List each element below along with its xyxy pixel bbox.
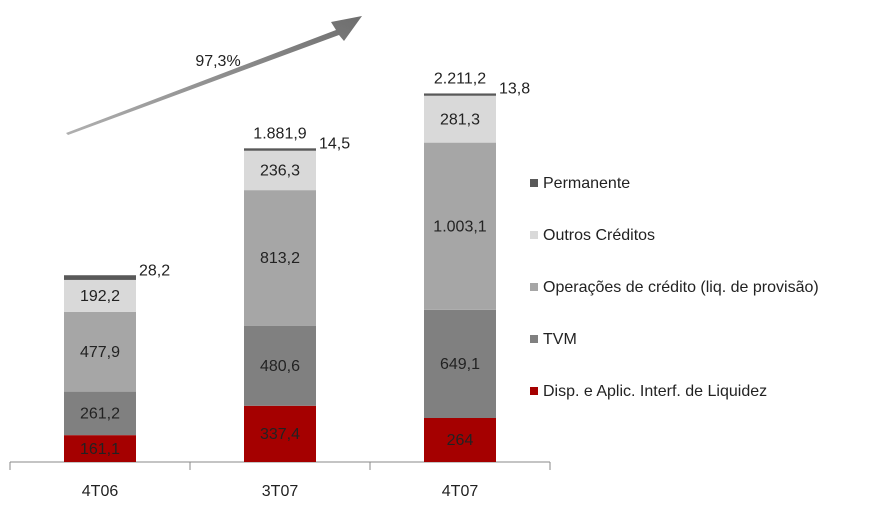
x-tick-label: 3T07 [262, 483, 299, 500]
value-label: 281,3 [440, 111, 480, 128]
value-label: 264 [447, 432, 474, 449]
value-label: 480,6 [260, 358, 300, 375]
legend-label: TVM [543, 331, 577, 348]
total-label: 2.211,2 [434, 71, 486, 88]
bar-segment [244, 150, 316, 191]
value-label: 14,5 [319, 136, 350, 153]
legend-label: Disp. e Aplic. Interf. de Liquidez [543, 383, 767, 400]
value-label: 1.003,1 [433, 218, 486, 235]
x-tick-label: 4T06 [82, 483, 119, 500]
bar-segment [424, 418, 496, 462]
bar-segment [244, 405, 316, 462]
legend-label: Permanente [543, 175, 630, 192]
value-label: 261,2 [80, 406, 120, 423]
x-tick-label: 4T07 [442, 483, 479, 500]
legend-swatch [530, 335, 538, 343]
bar-segment [424, 95, 496, 143]
legend-swatch [530, 179, 538, 187]
bar-segment [64, 311, 136, 392]
legend-swatch [530, 283, 538, 291]
bar-segment [244, 148, 316, 151]
value-label: 813,2 [260, 250, 300, 267]
growth-label: 97,3% [195, 53, 240, 70]
value-label: 161,1 [80, 441, 120, 458]
bar-segment [64, 391, 136, 436]
bar-segment [244, 190, 316, 326]
growth-arrow [66, 16, 362, 135]
bar-segment [64, 435, 136, 462]
bar-segment [424, 309, 496, 418]
value-label: 13,8 [499, 81, 530, 98]
bar-segment [424, 93, 496, 96]
legend-swatch [530, 387, 538, 395]
value-label: 28,2 [139, 262, 170, 279]
value-label: 649,1 [440, 356, 480, 373]
legend-label: Outros Créditos [543, 227, 655, 244]
legend-swatch [530, 231, 538, 239]
bar-segment [244, 325, 316, 406]
value-label: 192,2 [80, 288, 120, 305]
legend-label: Operações de crédito (liq. de provisão) [543, 279, 819, 296]
value-label: 477,9 [80, 344, 120, 361]
bar-segment [424, 142, 496, 310]
value-label: 236,3 [260, 163, 300, 180]
value-label: 337,4 [260, 426, 300, 443]
bar-segment [64, 275, 136, 280]
total-label: 1.881,9 [253, 126, 306, 143]
bar-segment [64, 279, 136, 312]
